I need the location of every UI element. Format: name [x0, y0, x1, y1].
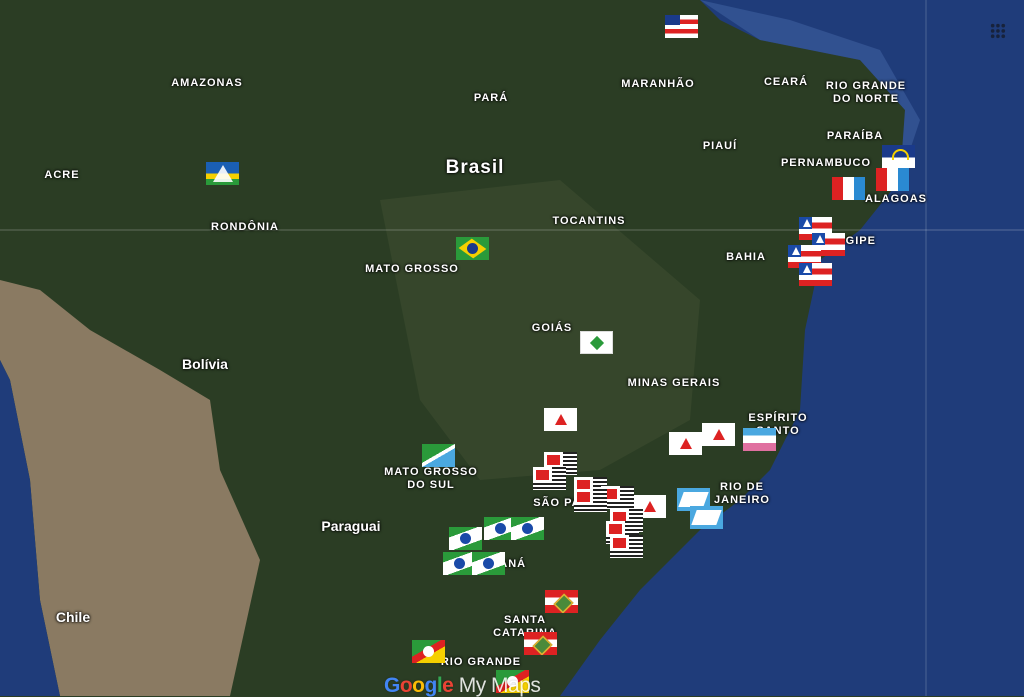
- label-maranhao: MARANHÃO: [621, 78, 695, 90]
- santa-catarina-flag-marker[interactable]: [545, 590, 578, 613]
- sao-paulo-flag-marker[interactable]: [610, 535, 643, 558]
- label-paraguai: Paraguai: [321, 518, 381, 534]
- grid-menu-icon[interactable]: [990, 23, 1006, 39]
- alagoas-flag-marker[interactable]: [876, 168, 909, 191]
- label-tocantins: TOCANTINS: [552, 215, 626, 227]
- bahia-flag-marker[interactable]: [799, 263, 832, 286]
- rio-grande-do-sul-flag-marker[interactable]: [496, 670, 529, 693]
- parana-flag-marker[interactable]: [511, 517, 544, 540]
- label-mato-grosso: MATO GROSSO: [365, 263, 459, 275]
- label-rio-de-janeiro: RIO DE JANEIRO: [714, 481, 770, 506]
- parana-flag-marker[interactable]: [472, 552, 505, 575]
- rio-de-janeiro-flag-marker[interactable]: [690, 506, 723, 529]
- label-amazonas: AMAZONAS: [171, 77, 243, 89]
- minas-gerais-flag-marker[interactable]: [544, 408, 577, 431]
- parana-flag-marker[interactable]: [449, 527, 482, 550]
- label-bahia: BAHIA: [726, 251, 766, 263]
- label-rondonia: RONDÔNIA: [211, 221, 279, 233]
- label-paraiba: PARAÍBA: [826, 130, 884, 142]
- label-ceara: CEARÁ: [763, 76, 809, 88]
- label-rio-grande-do-norte: RIO GRANDE DO NORTE: [825, 80, 907, 105]
- label-piaui: PIAUÍ: [702, 140, 738, 152]
- label-minas-gerais: MINAS GERAIS: [627, 377, 721, 389]
- sao-paulo-flag-marker[interactable]: [533, 467, 566, 490]
- label-para: PARÁ: [473, 92, 509, 104]
- google-my-maps-logo: Google My Maps: [384, 674, 541, 697]
- rondonia-flag-marker[interactable]: [206, 162, 239, 185]
- minas-gerais-flag-marker[interactable]: [702, 423, 735, 446]
- maranhao-flag-marker[interactable]: [665, 15, 698, 38]
- my-maps-text: My Maps: [458, 674, 541, 697]
- parana-flag-marker[interactable]: [484, 517, 517, 540]
- sao-paulo-flag-marker[interactable]: [574, 489, 607, 512]
- label-chile: Chile: [55, 609, 91, 625]
- espirito-santo-flag-marker[interactable]: [743, 428, 776, 451]
- label-goias: GOIÁS: [531, 322, 573, 334]
- pernambuco-flag-marker[interactable]: [882, 145, 915, 168]
- label-pernambuco: PERNAMBUCO: [780, 157, 872, 169]
- santa-catarina-flag-marker[interactable]: [524, 632, 557, 655]
- label-acre: ACRE: [44, 169, 80, 181]
- federal-district-flag-marker[interactable]: [580, 331, 613, 354]
- parana-flag-marker[interactable]: [443, 552, 476, 575]
- label-brasil: Brasil: [445, 157, 505, 178]
- bahia-flag-marker[interactable]: [788, 245, 821, 268]
- mato-grosso-do-sul-flag-marker[interactable]: [422, 444, 455, 467]
- rio-grande-do-sul-flag-marker[interactable]: [412, 640, 445, 663]
- label-mato-grosso-do-sul: MATO GROSSO DO SUL: [384, 466, 478, 491]
- label-bolivia: Bolívia: [182, 356, 228, 372]
- alagoas-flag-marker[interactable]: [832, 177, 865, 200]
- brazil-flag-marker[interactable]: [456, 237, 489, 260]
- label-alagoas: ALAGOAS: [865, 193, 927, 205]
- label-rio-grande-do-sul: RIO GRANDE: [440, 656, 522, 668]
- minas-gerais-flag-marker[interactable]: [669, 432, 702, 455]
